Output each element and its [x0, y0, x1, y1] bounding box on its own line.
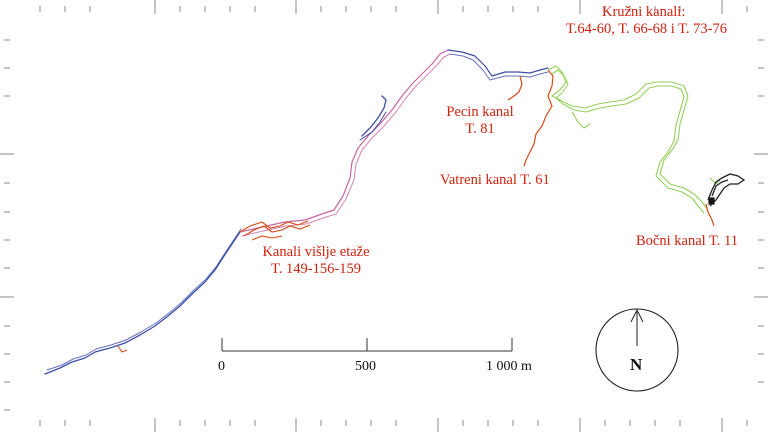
scale-label-1000: 1 000 m: [486, 359, 532, 374]
scale-bar: [221, 338, 513, 352]
side-branch-blue: [361, 95, 387, 137]
circular-channels: [547, 65, 721, 214]
scale-label-500: 500: [355, 359, 376, 374]
north-arrow: [595, 308, 679, 392]
end-section: [707, 173, 746, 207]
kruzni-label: Kružni kanali: T.64-60, T. 66-68 i T. 73…: [566, 4, 768, 38]
main-passage-upper: [239, 49, 449, 233]
main-passage: [44, 49, 549, 375]
upper-level-channels: [117, 220, 311, 353]
kanali-label-line2: T. 149-156-159: [271, 261, 361, 277]
pecin-channel: [507, 75, 523, 101]
vatreni-label: Vatreni kanal T. 61: [440, 172, 550, 188]
scale-label-0: 0: [218, 359, 225, 374]
kruzni-label-line1: Kružni kanali:: [602, 4, 686, 20]
side-channels: [507, 69, 554, 167]
vatreni-channel: [523, 85, 553, 167]
kanali-label: Kanali višlje etaže T. 149-156-159: [246, 244, 386, 278]
pecin-label: Pecin kanal T. 81: [432, 104, 528, 138]
north-letter: N: [630, 355, 643, 374]
bocni-channel: [705, 203, 715, 227]
main-passage-lower: [44, 231, 241, 375]
bocni-label: Bočni kanal T. 11: [636, 233, 739, 249]
kanali-label-line1: Kanali višlje etaže: [262, 244, 370, 260]
pecin-label-line2: T. 81: [465, 121, 495, 137]
pecin-label-line1: Pecin kanal: [446, 104, 514, 120]
kruzni-label-line2: T.64-60, T. 66-68 i T. 73-76: [566, 21, 727, 37]
